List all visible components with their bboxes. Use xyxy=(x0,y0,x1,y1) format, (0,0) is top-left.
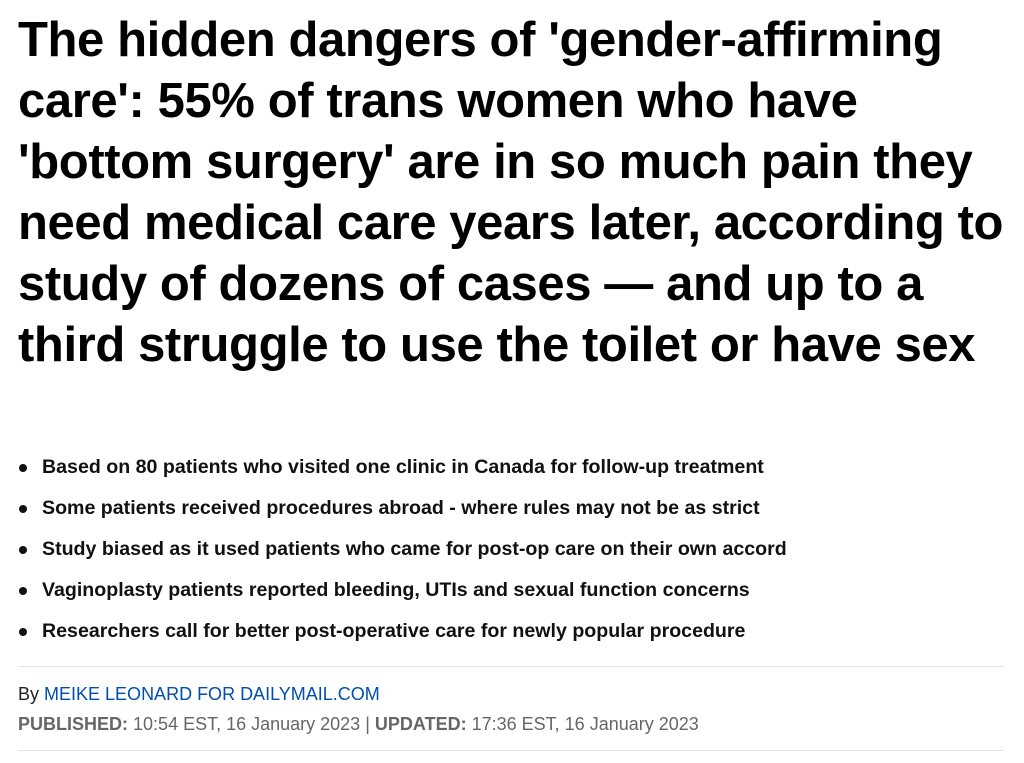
bullet-item: Based on 80 patients who visited one cli… xyxy=(18,447,1018,488)
date-separator: | xyxy=(365,714,370,734)
bullet-item: Some patients received procedures abroad… xyxy=(18,488,1018,529)
bullet-item: Vaginoplasty patients reported bleeding,… xyxy=(18,570,1018,611)
bullet-dot-icon xyxy=(19,628,27,636)
updated-label: UPDATED: xyxy=(374,714,467,734)
bullet-dot-icon xyxy=(19,505,27,513)
bullet-text: Some patients received procedures abroad… xyxy=(42,497,760,519)
article: The hidden dangers of 'gender-affirming … xyxy=(18,0,1008,751)
publish-dates: PUBLISHED: 10:54 EST, 16 January 2023 | … xyxy=(18,714,699,735)
summary-bullets: Based on 80 patients who visited one cli… xyxy=(18,447,1018,652)
bullet-dot-icon xyxy=(19,546,27,554)
byline-prefix: By xyxy=(18,684,40,704)
divider xyxy=(18,666,1004,667)
published-label: PUBLISHED: xyxy=(18,714,129,734)
bullet-text: Based on 80 patients who visited one cli… xyxy=(42,456,764,478)
byline: By MEIKE LEONARD FOR DAILYMAIL.COM xyxy=(18,684,380,705)
updated-value: 17:36 EST, 16 January 2023 xyxy=(471,714,699,734)
bullet-item: Study biased as it used patients who cam… xyxy=(18,529,1018,570)
divider xyxy=(18,750,1004,751)
headline: The hidden dangers of 'gender-affirming … xyxy=(18,13,1004,372)
bullet-text: Study biased as it used patients who cam… xyxy=(42,538,787,560)
bullet-text: Vaginoplasty patients reported bleeding,… xyxy=(42,579,750,601)
bullet-dot-icon xyxy=(19,587,27,595)
bullet-text: Researchers call for better post-operati… xyxy=(42,620,746,642)
published-value: 10:54 EST, 16 January 2023 xyxy=(133,714,361,734)
bullet-dot-icon xyxy=(19,464,27,472)
author-link[interactable]: MEIKE LEONARD FOR DAILYMAIL.COM xyxy=(44,684,380,704)
bullet-item: Researchers call for better post-operati… xyxy=(18,611,1018,652)
